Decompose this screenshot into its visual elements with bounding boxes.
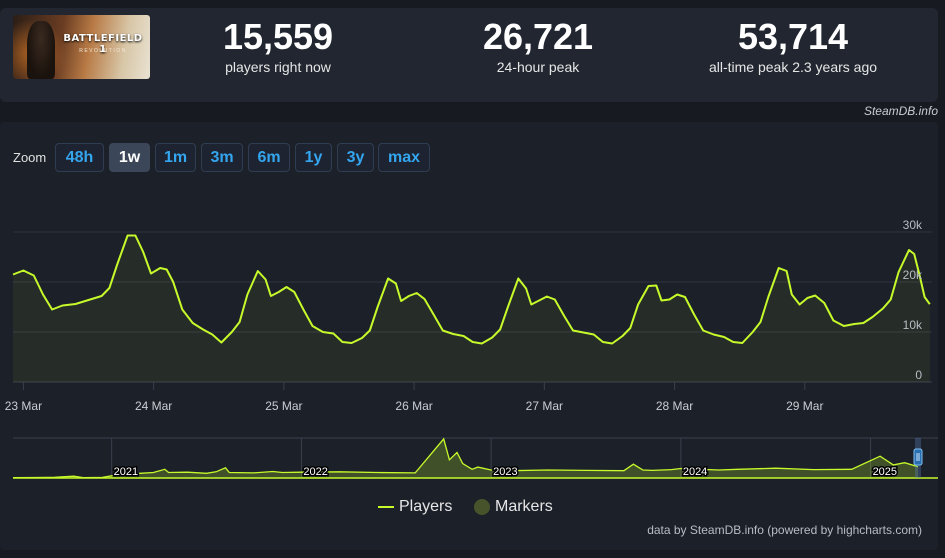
navigator-line (12, 437, 919, 479)
x-tick-label: 27 Mar (526, 399, 563, 413)
x-tick-label: 25 Mar (265, 399, 302, 413)
stat-value: 15,559 (222, 16, 334, 57)
navigator-year-label: 2025 (873, 466, 897, 478)
stats-panel (0, 8, 938, 102)
stat-all-time-peak: 53,714 all-time peak 2.3 years ago (683, 17, 903, 77)
zoom-max-button[interactable]: max (378, 143, 430, 172)
stat-label: all-time peak 2.3 years ago (708, 59, 878, 75)
zoom-label: Zoom (13, 150, 47, 165)
y-tick-label: 20k (903, 268, 923, 282)
players-line-icon (378, 506, 394, 508)
zoom-1y-button[interactable]: 1y (295, 143, 332, 172)
series-area (13, 235, 930, 382)
thumbnail-logo: BATTLEFIELD 1 (63, 33, 143, 55)
stat-value: 53,714 (737, 16, 849, 57)
stat-24h-peak: 26,721 24-hour peak (438, 17, 638, 77)
legend-item-players[interactable]: Players (378, 497, 468, 517)
players-area-fill (13, 235, 930, 382)
x-tick-label: 28 Mar (656, 399, 693, 413)
zoom-1w-button[interactable]: 1w (109, 143, 150, 172)
zoom-1m-button[interactable]: 1m (155, 143, 196, 172)
legend-item-markers[interactable]: Markers (474, 497, 574, 517)
thumbnail-subtitle: REVOLUTION (79, 48, 127, 54)
markers-dot-icon (474, 499, 490, 515)
credits[interactable]: data by SteamDB.info (powered by highcha… (647, 523, 922, 537)
navigator-handle-icon[interactable] (913, 448, 923, 466)
zoom-3y-button[interactable]: 3y (337, 143, 374, 172)
stat-label: 24-hour peak (496, 59, 580, 75)
game-thumbnail[interactable]: BATTLEFIELD 1 REVOLUTION (13, 15, 150, 79)
series-players[interactable] (12, 234, 931, 345)
x-tick-label: 29 Mar (786, 399, 823, 413)
navigator-year-label: 2021 (114, 466, 138, 478)
navigator-year-label: 2024 (683, 466, 707, 478)
stat-value: 26,721 (482, 16, 594, 57)
x-tick-label: 24 Mar (135, 399, 172, 413)
grid-lines (13, 231, 932, 383)
navigator-year-label: 2022 (303, 466, 327, 478)
y-tick-label: 10k (903, 318, 923, 332)
zoom-3m-button[interactable]: 3m (201, 143, 243, 172)
x-axis-ticks: 23 Mar 24 Mar 25 Mar 26 Mar 27 Mar 28 Mar 29 M… (5, 382, 823, 413)
zoom-48h-button[interactable]: 48h (55, 143, 104, 172)
navigator-area (13, 438, 918, 478)
x-tick-label: 23 Mar (5, 399, 42, 413)
watermark: SteamDB.info (863, 104, 938, 118)
navigator-year-label: 2023 (493, 466, 517, 478)
y-tick-label: 30k (903, 218, 923, 232)
stat-current-players: 15,559 players right now (178, 17, 378, 77)
legend-label: Players (399, 498, 453, 515)
players-line[interactable] (12, 234, 931, 345)
legend-label: Markers (495, 498, 553, 515)
navigator[interactable]: 2021 2022 2023 2024 2025 (12, 437, 938, 480)
x-tick-label: 26 Mar (395, 399, 432, 413)
y-axis-ticks: 0 10k 20k 30k (903, 218, 923, 382)
y-tick-label: 0 (915, 368, 922, 382)
zoom-6m-button[interactable]: 6m (248, 143, 290, 172)
stat-label: players right now (225, 59, 331, 75)
soldier-figure-icon (27, 21, 55, 79)
